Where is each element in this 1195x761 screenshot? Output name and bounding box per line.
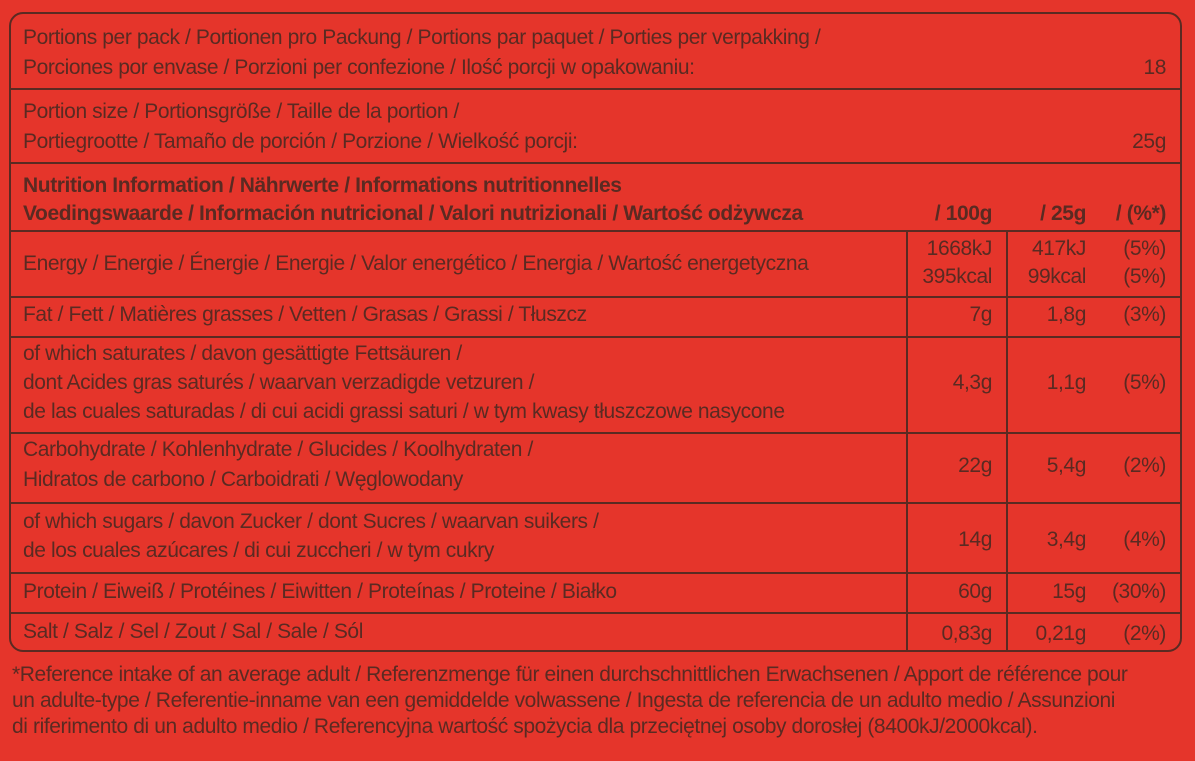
nutrient-label: dont Acides gras saturés / waarvan verza…: [23, 371, 535, 394]
value-per-portion: 1,8g: [1046, 303, 1087, 326]
value-per-portion: 1,1g: [1046, 371, 1087, 394]
header-title-1: Nutrition Information / Nährwerte / Info…: [23, 174, 622, 197]
value-per-100g: 14g: [958, 528, 992, 551]
table-row-fat: Fat / Fett / Matières grasses / Vetten /…: [11, 298, 1180, 336]
portion-size-value: 25g: [1132, 130, 1166, 153]
column-divider: [1006, 230, 1008, 652]
header-title-2: Voedingswaarde / Información nutricional…: [23, 202, 803, 225]
portion-size-label-2: Portiegrootte / Tamaño de porción / Porz…: [23, 130, 578, 153]
nutrition-table: Portions per pack / Portionen pro Packun…: [9, 12, 1182, 652]
value-per-100g: 4,3g: [952, 371, 993, 394]
table-row-energy: Energy / Energie / Énergie / Energie / V…: [11, 232, 1180, 296]
divider: [11, 296, 1180, 298]
footnote-line-1: *Reference intake of an average adult / …: [12, 663, 1128, 686]
nutrient-label: Fat / Fett / Matières grasses / Vetten /…: [23, 303, 587, 326]
value-reference-intake: (4%): [1123, 528, 1166, 551]
column-header-per-100g: / 100g: [934, 202, 993, 225]
column-divider: [906, 230, 908, 652]
value-reference-intake: (5%): [1123, 237, 1166, 260]
nutrient-label: Hidratos de carbono / Carboidrati / Węgl…: [23, 468, 463, 491]
value-per-100g: 7g: [969, 303, 992, 326]
footnote-line-2: un adulte-type / Referentie-inname van e…: [12, 689, 1116, 712]
portions-per-pack-label-2: Porciones por envase / Porzioni per conf…: [23, 56, 695, 79]
value-per-portion: 5,4g: [1046, 454, 1087, 477]
table-row-sugars: of which sugars / davon Zucker / dont Su…: [11, 504, 1180, 572]
nutrient-label: of which saturates / davon gesättigte Fe…: [23, 342, 462, 365]
portions-per-pack-section: Portions per pack / Portionen pro Packun…: [11, 14, 1180, 88]
divider: [11, 612, 1180, 614]
value-per-portion: 99kcal: [1027, 265, 1087, 288]
value-per-portion: 15g: [1052, 580, 1086, 603]
reference-intake-footnote: *Reference intake of an average adult / …: [12, 662, 1182, 740]
nutrient-label: Salt / Salz / Sel / Zout / Sal / Sale / …: [23, 620, 363, 643]
value-per-100g: 1668kJ: [926, 237, 993, 260]
divider: [11, 572, 1180, 574]
portion-size-section: Portion size / Portionsgröße / Taille de…: [11, 90, 1180, 162]
nutrient-label: of which sugars / davon Zucker / dont Su…: [23, 510, 599, 533]
value-per-100g: 0,83g: [941, 622, 992, 645]
value-per-portion: 0,21g: [1035, 622, 1086, 645]
value-per-100g: 22g: [958, 454, 992, 477]
nutrient-label: Protein / Eiweiß / Protéines / Eiwitten …: [23, 580, 617, 603]
value-reference-intake: (5%): [1123, 371, 1166, 394]
value-reference-intake: (5%): [1123, 265, 1166, 288]
column-header-per-portion: / 25g: [1040, 202, 1086, 225]
value-reference-intake: (30%): [1111, 580, 1166, 603]
value-reference-intake: (3%): [1123, 303, 1166, 326]
footnote-line-3: di riferimento di un adulto medio / Refe…: [12, 715, 1038, 738]
nutrient-label: de los cuales azúcares / di cui zuccheri…: [23, 539, 494, 562]
nutrient-label: Energy / Energie / Énergie / Energie / V…: [23, 252, 809, 275]
value-reference-intake: (2%): [1123, 622, 1166, 645]
value-per-100g: 395kcal: [922, 265, 992, 288]
divider: [11, 432, 1180, 434]
portions-per-pack-value: 18: [1143, 56, 1166, 79]
divider: [11, 162, 1180, 164]
table-row-salt: Salt / Salz / Sel / Zout / Sal / Sale / …: [11, 614, 1180, 652]
table-row-carbohydrate: Carbohydrate / Kohlenhydrate / Glucides …: [11, 434, 1180, 502]
divider: [11, 502, 1180, 504]
value-per-100g: 60g: [958, 580, 992, 603]
column-header-reference-intake: / (%*): [1115, 202, 1167, 225]
portions-per-pack-label-1: Portions per pack / Portionen pro Packun…: [23, 26, 821, 49]
value-per-portion: 417kJ: [1031, 237, 1086, 260]
table-row-protein: Protein / Eiweiß / Protéines / Eiwitten …: [11, 574, 1180, 612]
divider: [11, 230, 1180, 232]
table-row-saturates: of which saturates / davon gesättigte Fe…: [11, 338, 1180, 432]
nutrient-label: Carbohydrate / Kohlenhydrate / Glucides …: [23, 438, 533, 461]
value-per-portion: 3,4g: [1046, 528, 1087, 551]
value-reference-intake: (2%): [1123, 454, 1166, 477]
divider: [11, 336, 1180, 338]
divider: [11, 88, 1180, 90]
portion-size-label-1: Portion size / Portionsgröße / Taille de…: [23, 100, 459, 123]
table-header: Nutrition Information / Nährwerte / Info…: [11, 164, 1180, 230]
nutrient-label: de las cuales saturadas / di cui acidi g…: [23, 400, 785, 423]
